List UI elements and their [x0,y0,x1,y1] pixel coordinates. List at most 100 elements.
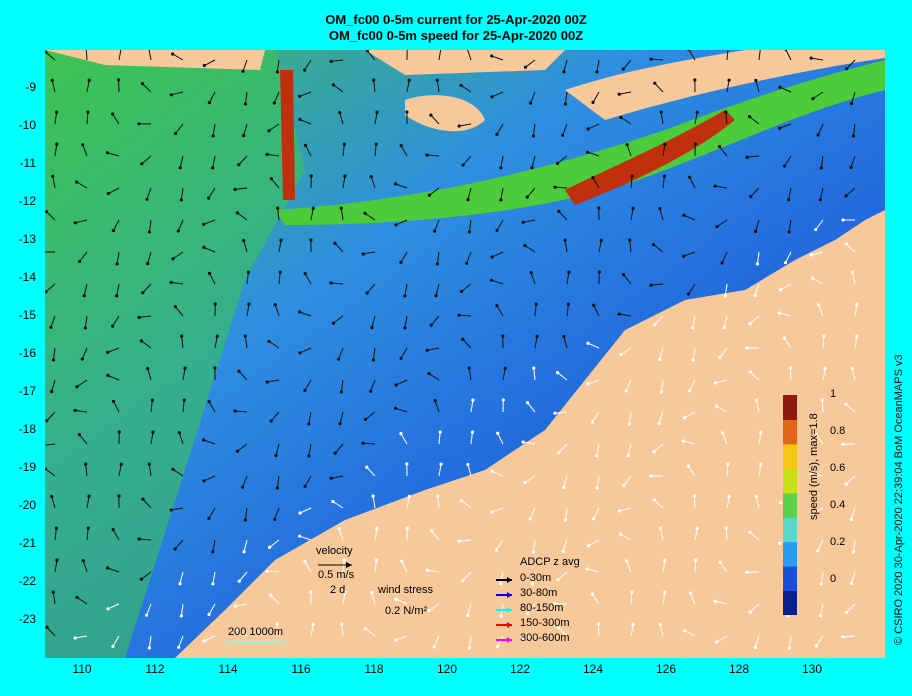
velocity-arrow [623,475,632,486]
velocity-arrow [203,219,216,225]
velocity-arrow [842,635,856,638]
velocity-arrow-head [331,321,336,325]
velocity-arrow-head [471,398,475,402]
velocity-arrow-head [618,532,623,536]
velocity-arrow [627,443,632,456]
velocity-arrow [236,629,248,637]
velocity-arrow-head [298,351,302,355]
velocity-arrow [366,283,376,294]
velocity-arrow-head [333,241,337,245]
velocity-arrow [721,251,728,264]
velocity-arrow [785,50,792,61]
velocity-arrow-head [279,238,283,242]
velocity-arrow [267,379,280,383]
velocity-arrow-head [307,422,311,426]
velocity-arrow [458,314,472,317]
velocity-arrow-head [657,357,662,362]
velocity-arrow-head [45,467,47,471]
velocity-arrow-head [759,462,763,466]
velocity-arrow-head [365,50,369,53]
velocity-arrow-head [495,228,499,233]
lon-tick: 126 [655,662,677,676]
velocity-arrow [623,274,632,285]
velocity-arrow [246,304,250,317]
lat-tick: -11 [19,156,36,170]
velocity-arrow [148,219,152,232]
velocity-arrow [692,315,696,328]
velocity-arrow-head [111,644,115,648]
velocity-arrow [75,635,88,639]
adcp-swatch [496,577,512,583]
velocity-legend-duration: 2 d [330,584,346,596]
velocity-arrow-head [340,622,344,626]
velocity-arrow [462,155,472,166]
velocity-arrow-head [844,242,848,246]
velocity-arrow-head [272,101,276,105]
velocity-arrow-head [106,607,110,611]
velocity-arrow [496,539,504,551]
adcp-swatch [496,592,512,598]
velocity-arrow-head [788,366,793,370]
velocity-arrow [726,463,729,477]
velocity-arrow [112,113,120,125]
velocity-arrow [754,635,760,648]
velocity-arrow [437,496,440,509]
colorbar-segment [783,419,797,445]
velocity-arrow-head [624,389,628,393]
velocity-arrow-head [818,198,822,202]
velocity-arrow-head [713,381,717,385]
velocity-arrow-head [718,355,722,360]
lat-tick: -12 [18,194,36,208]
velocity-arrow [141,340,152,349]
velocity-arrow-head [146,261,150,266]
velocity-arrow-head [597,270,601,274]
velocity-arrow [531,155,536,168]
velocity-arrow [532,539,536,552]
velocity-arrow [141,155,152,165]
velocity-arrow [496,123,504,135]
velocity-arrow [811,57,824,61]
velocity-arrow [596,475,600,488]
velocity-arrow [45,443,56,446]
velocity-arrow [749,371,760,381]
colorbar-segment [783,443,797,469]
velocity-arrow-head [247,302,251,306]
velocity-arrow-head [275,70,279,74]
velocity-arrow-head [436,494,440,498]
velocity-arrow [467,464,472,477]
velocity-arrow [174,306,184,317]
velocity-arrow [525,59,536,68]
velocity-arrow-head [753,645,757,649]
velocity-arrow [374,528,378,541]
velocity-arrow-head [439,462,443,466]
velocity-arrow [587,151,600,157]
velocity-arrow-head [177,645,181,649]
velocity-arrow [815,635,824,647]
lat-tick: -14 [18,270,36,284]
velocity-arrow-head [713,184,717,188]
velocity-arrow [342,560,345,573]
velocity-arrow [203,246,216,253]
velocity-arrow-head [338,110,342,115]
velocity-arrow-head [724,110,728,114]
velocity-arrow-head [331,499,335,504]
velocity-arrow [172,251,184,260]
velocity-arrows [45,50,859,650]
fast-current-west [45,50,305,658]
velocity-arrow-head [844,482,848,486]
velocity-arrow [812,277,824,285]
velocity-arrow [269,539,280,548]
velocity-arrow [564,507,568,520]
velocity-arrow [146,603,152,616]
velocity-arrow [334,242,344,253]
velocity-arrow [596,443,600,456]
velocity-arrow-head [333,451,337,455]
velocity-arrow-head [399,432,403,436]
velocity-arrow-head [370,590,374,595]
velocity-arrow-head [530,166,534,170]
velocity-arrow [591,593,600,605]
velocity-arrow [755,496,760,509]
velocity-arrow [719,561,728,573]
velocity-arrow [592,91,600,103]
velocity-arrow-head [490,54,494,58]
